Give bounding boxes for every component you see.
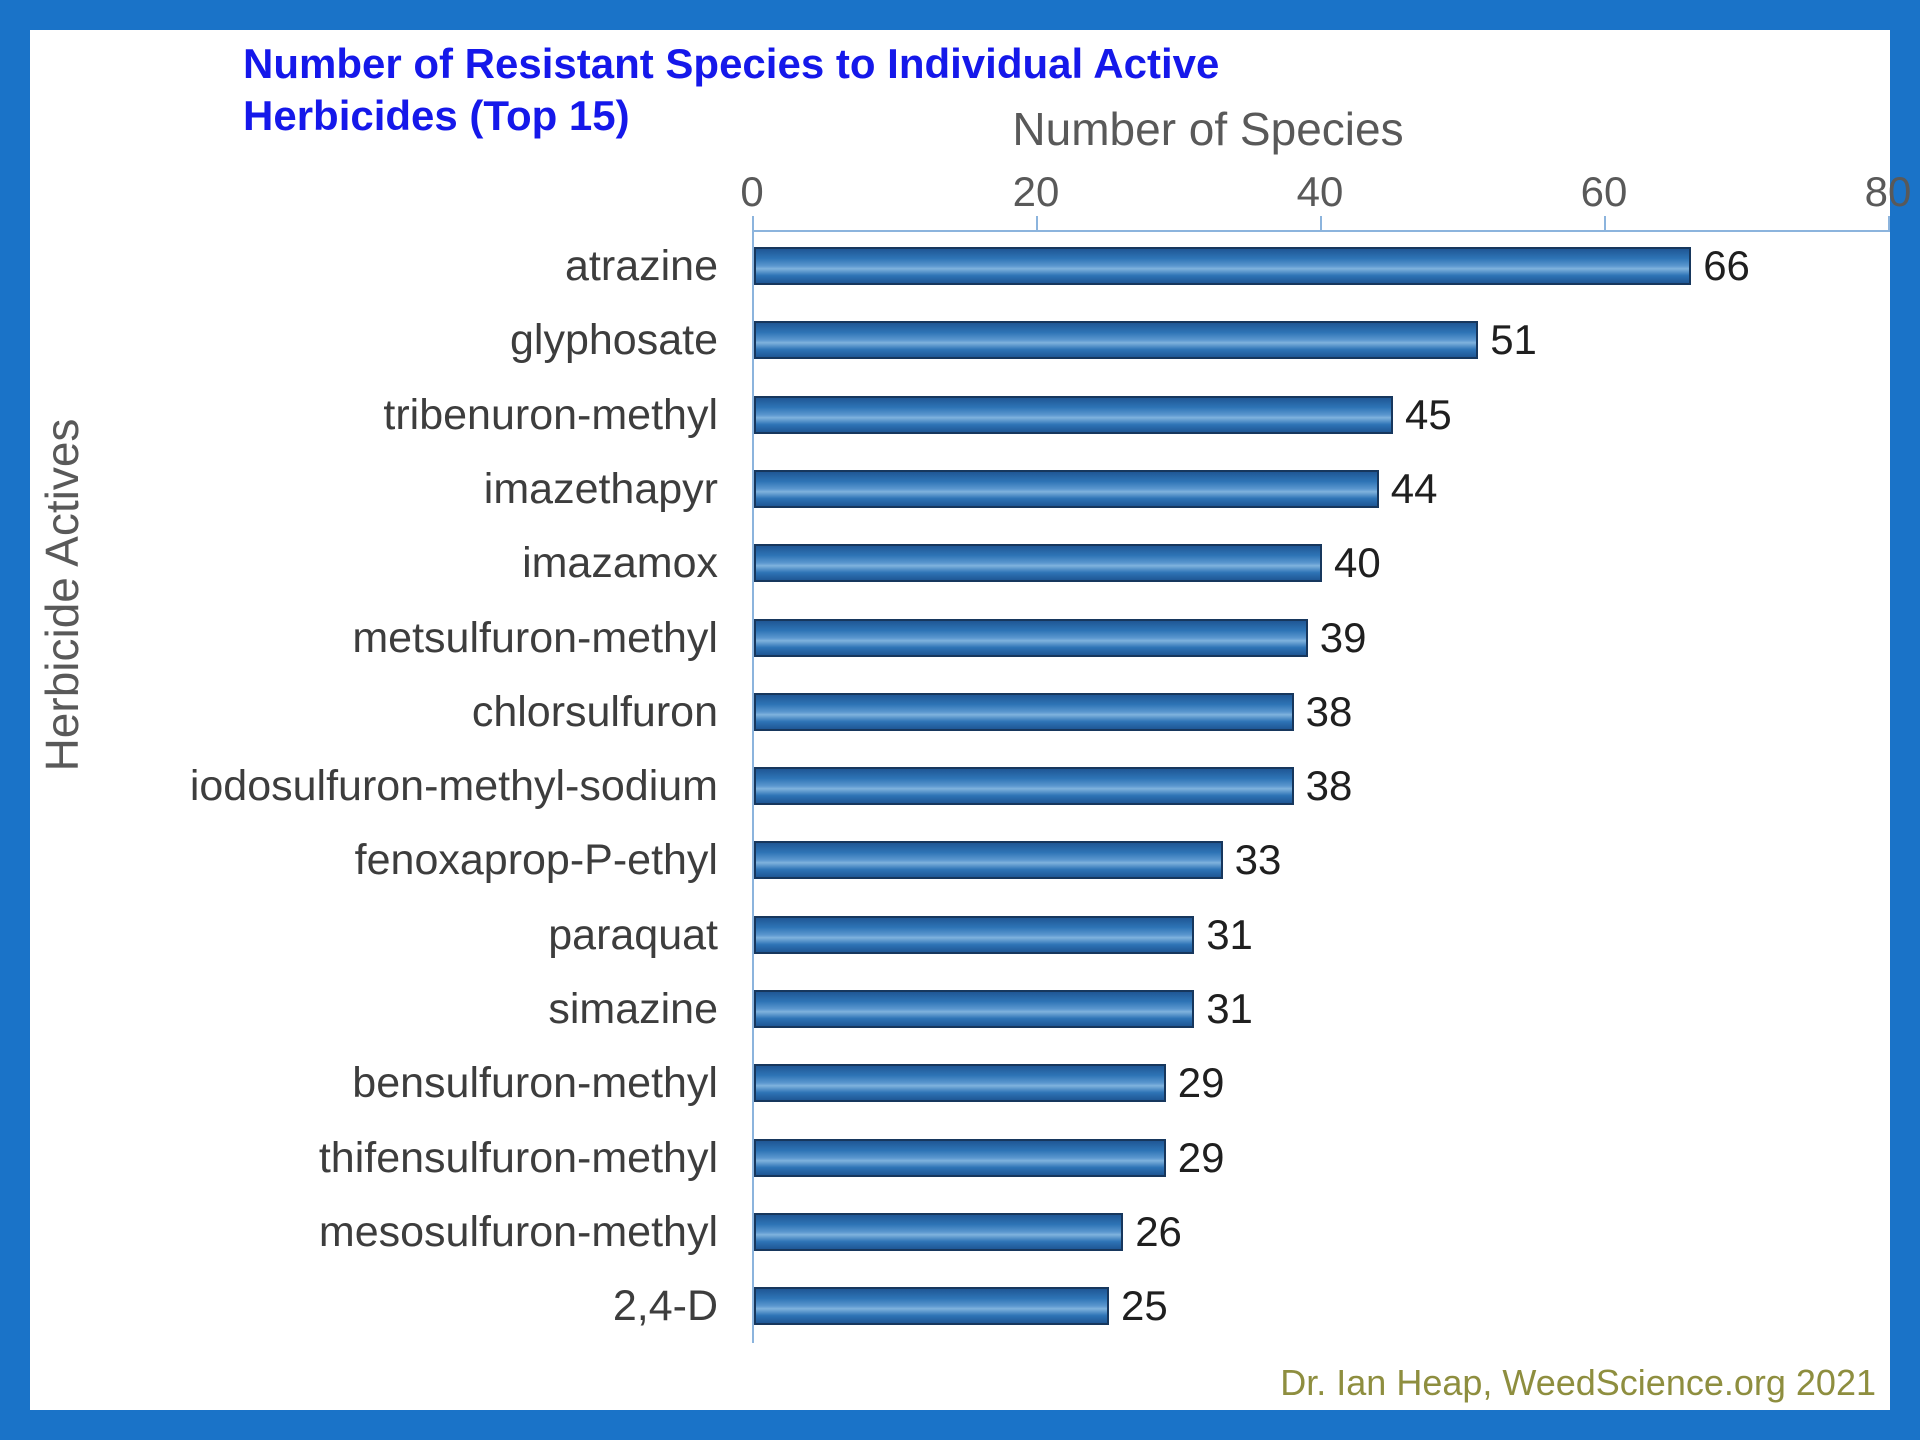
x-tick-label: 80 (1864, 168, 1912, 215)
value-label: 26 (1135, 1207, 1182, 1255)
x-axis-line (752, 230, 1890, 232)
value-label: 45 (1405, 390, 1452, 438)
category-label: imazamox (522, 539, 718, 588)
category-label: fenoxaprop-P-ethyl (354, 836, 718, 885)
bar (754, 990, 1195, 1028)
category-label: simazine (548, 985, 718, 1033)
x-tick-mark (1604, 216, 1606, 231)
value-label: 25 (1121, 1282, 1168, 1330)
category-label: tribenuron-methyl (383, 390, 718, 439)
x-tick-mark (1036, 216, 1038, 231)
chart-title: Number of Resistant Species to Individua… (243, 40, 1220, 140)
category-label: 2,4-D (612, 1282, 718, 1331)
x-tick-mark (1888, 216, 1890, 231)
bar (754, 767, 1294, 806)
category-label: paraquat (548, 910, 718, 959)
x-tick-label: 40 (1296, 168, 1344, 215)
bar (754, 321, 1479, 360)
value-label: 51 (1490, 316, 1537, 364)
x-tick-label: 60 (1580, 168, 1628, 215)
attribution-text: Dr. Ian Heap, WeedScience.org 2021 (1280, 1362, 1876, 1403)
bar (754, 1138, 1166, 1177)
value-label: 29 (1177, 1133, 1225, 1181)
category-label: metsulfuron-methyl (352, 613, 718, 662)
category-label: iodosulfuron-methyl-sodium (189, 762, 718, 811)
bar (754, 1064, 1166, 1103)
category-label: atrazine (565, 242, 718, 290)
value-label: 38 (1305, 687, 1353, 735)
value-label: 40 (1334, 539, 1381, 587)
bar (754, 395, 1393, 434)
chart-plot: 0 20 40 60 80 atrazine 66 glyphosate 51 tribenuro… (30, 30, 1911, 1410)
value-label: 38 (1305, 762, 1353, 810)
category-label: thifensulfuron-methyl (318, 1133, 718, 1182)
x-axis-title: Number of Species (1012, 103, 1404, 155)
value-label: 31 (1206, 985, 1253, 1032)
y-axis-line (752, 230, 754, 1343)
category-label: imazethapyr (483, 464, 718, 513)
bar (754, 469, 1379, 508)
category-label: mesosulfuron-methyl (318, 1207, 718, 1256)
value-label: 39 (1319, 613, 1367, 661)
category-label: chlorsulfuron (471, 687, 718, 736)
value-label: 33 (1234, 836, 1282, 884)
x-tick-label: 20 (1012, 168, 1060, 215)
value-label: 31 (1206, 910, 1253, 958)
bar (754, 544, 1322, 583)
bar (754, 915, 1195, 954)
bar (754, 247, 1692, 285)
bar (754, 692, 1294, 731)
bar (754, 841, 1223, 880)
bar (754, 1212, 1124, 1251)
x-tick-label: 0 (740, 168, 764, 215)
bar (754, 618, 1308, 657)
value-label: 44 (1390, 464, 1438, 512)
x-tick-mark (1320, 216, 1322, 231)
category-label: bensulfuron-methyl (352, 1059, 718, 1108)
category-label: glyphosate (510, 316, 718, 365)
value-label: 29 (1177, 1059, 1225, 1107)
bar (754, 1287, 1109, 1326)
x-tick-mark (752, 216, 754, 231)
chart-panel: Number of Resistant Species to Individua… (30, 30, 1911, 1410)
value-label: 66 (1703, 242, 1750, 289)
